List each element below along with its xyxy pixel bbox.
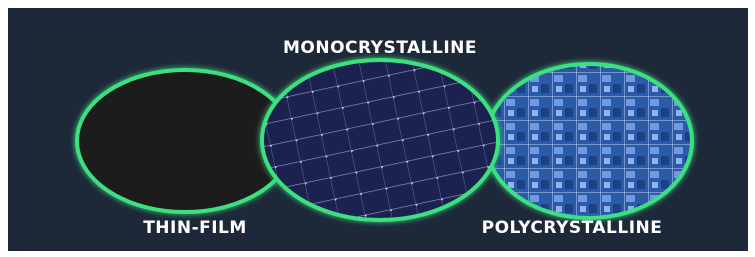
monocrystalline-panel <box>262 60 498 220</box>
polycrystalline-label: POLYCRYSTALLINE <box>482 218 663 238</box>
polycrystalline-panel <box>486 64 692 218</box>
monocrystalline-label: MONOCRYSTALLINE <box>283 38 477 58</box>
solar-panel-types: MONOCRYSTALLINE THIN-FILM POLYCRYSTALLIN… <box>0 0 755 257</box>
thin-film-label: THIN-FILM <box>143 218 247 238</box>
page: {"title": "MONOCRYSTALLINE", "panels": [… <box>0 0 755 257</box>
